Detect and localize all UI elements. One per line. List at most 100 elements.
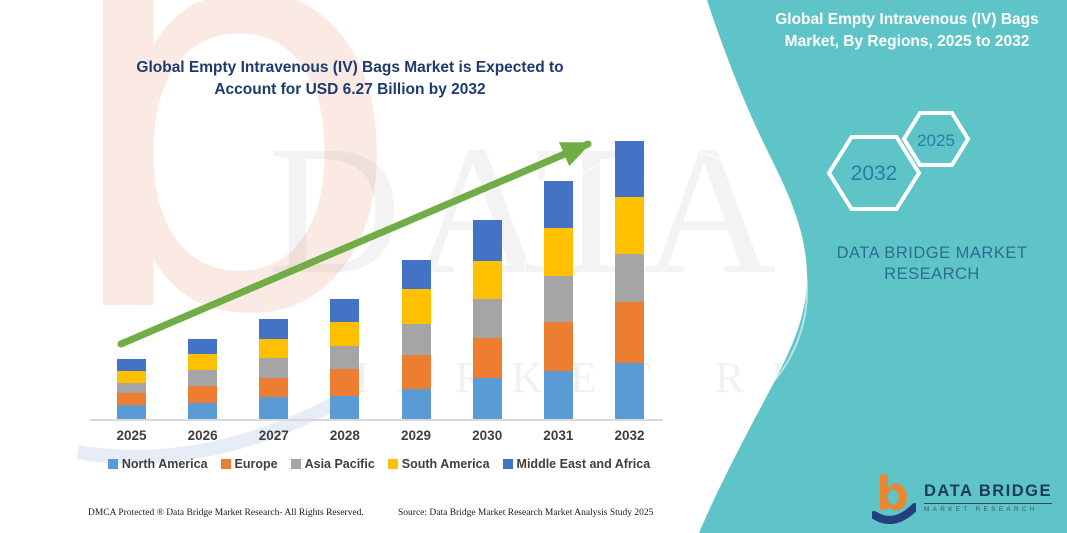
chart-legend: North America Europe Asia Pacific South Ame…	[88, 457, 670, 471]
chart-title-line2: Account for USD 6.27 Billion by 2032	[214, 80, 486, 98]
legend-swatch-europe	[220, 459, 231, 469]
bar-2029-segment-north-america	[401, 388, 431, 419]
bar-2025-segment-europe	[117, 392, 146, 405]
panel-brand-text: DATA BRIDGE MARKET RESEARCH	[812, 243, 1052, 286]
x-axis-label-2031: 2031	[543, 428, 574, 443]
x-axis-line	[90, 419, 663, 421]
x-axis-label-2027: 2027	[258, 428, 289, 443]
legend-item-middle-east-and-africa: Middle East and Africa	[502, 457, 650, 471]
legend-swatch-middle-east-and-africa	[502, 459, 513, 469]
bar-2029	[401, 260, 431, 419]
dbmr-b-icon: b	[870, 467, 919, 524]
bar-2032-segment-asia-pacific	[614, 253, 644, 303]
panel-brand-line1: DATA BRIDGE MARKET	[836, 244, 1028, 262]
legend-label-asia-pacific: Asia Pacific	[304, 457, 375, 471]
bar-2027	[259, 318, 289, 419]
decorative-circle-outline	[522, 147, 808, 433]
x-axis-label-2030: 2030	[472, 428, 503, 443]
bar-2029-segment-asia-pacific	[401, 323, 431, 355]
bar-2029-segment-middle-east-and-africa	[401, 260, 431, 289]
bar-2025-segment-south-america	[117, 370, 146, 383]
panel-title: Global Empty Intravenous (IV) Bags Marke…	[752, 9, 1062, 54]
bar-2028-segment-middle-east-and-africa	[330, 298, 360, 323]
legend-item-europe: Europe	[220, 457, 278, 471]
bar-2030-segment-europe	[472, 337, 502, 378]
bar-2028-segment-europe	[330, 368, 360, 396]
bar-2026-segment-europe	[188, 385, 218, 403]
bar-2032	[614, 141, 644, 419]
bar-2027-segment-asia-pacific	[259, 358, 289, 378]
dbmr-logo-mark: b	[870, 467, 919, 524]
bar-2030-segment-asia-pacific	[472, 298, 502, 338]
bar-2027-segment-north-america	[259, 397, 289, 419]
legend-item-asia-pacific: Asia Pacific	[290, 457, 375, 471]
hexagon-2032-label: 2032	[851, 162, 898, 185]
bar-2031-segment-south-america	[543, 228, 573, 276]
dbmr-logo-subtitle: MARKET RESEARCH	[924, 505, 1038, 513]
bar-2026-segment-south-america	[188, 354, 218, 370]
bar-2032-segment-europe	[614, 302, 644, 364]
x-axis-label-2026: 2026	[187, 428, 218, 443]
legend-label-south-america: South America	[401, 457, 490, 471]
hexagon-2025-label: 2025	[917, 131, 955, 150]
source-text: Source: Data Bridge Market Research Mark…	[398, 508, 654, 518]
panel-title-line1: Global Empty Intravenous (IV) Bags	[775, 11, 1039, 28]
hexagon-2025	[901, 111, 971, 167]
panel-title-line2: Market, By Regions, 2025 to 2032	[784, 33, 1030, 51]
x-axis-label-2029: 2029	[401, 428, 432, 443]
bar-2032-segment-south-america	[614, 196, 644, 254]
bar-2031-segment-middle-east-and-africa	[543, 180, 573, 229]
dmca-copyright-text: DMCA Protected ® Data Bridge Market Rese…	[88, 508, 364, 518]
dbmr-logo-name: DATA BRIDGE	[924, 482, 1053, 504]
bar-2026-segment-north-america	[188, 402, 218, 419]
bar-2027-segment-south-america	[259, 339, 289, 359]
bar-2025	[117, 358, 146, 419]
bar-2026	[188, 338, 218, 419]
bar-2026-segment-asia-pacific	[188, 369, 218, 386]
panel-brand-line2: RESEARCH	[884, 265, 980, 284]
bar-2030	[472, 219, 502, 419]
legend-swatch-asia-pacific	[290, 459, 301, 469]
legend-item-north-america: North America	[107, 457, 208, 471]
bar-2031-segment-north-america	[543, 370, 573, 419]
legend-swatch-north-america	[107, 459, 118, 469]
bar-2032-segment-north-america	[614, 363, 644, 419]
chart-title: Global Empty Intravenous (IV) Bags Marke…	[95, 57, 605, 100]
bar-2027-segment-middle-east-and-africa	[259, 318, 289, 340]
dbmr-logo-text: DATA BRIDGE MARKET RESEARCH	[924, 482, 1053, 513]
x-axis-label-2032: 2032	[614, 428, 645, 443]
x-axis-label-2025: 2025	[116, 428, 147, 443]
bar-2029-segment-south-america	[401, 288, 431, 324]
legend-label-north-america: North America	[121, 457, 208, 471]
legend-swatch-south-america	[387, 459, 398, 469]
bar-2031-segment-asia-pacific	[543, 275, 573, 323]
bar-2031-segment-europe	[543, 322, 573, 371]
bar-2028	[330, 298, 360, 419]
bar-2025-segment-asia-pacific	[117, 382, 146, 393]
legend-item-south-america: South America	[387, 457, 490, 471]
bar-2025-segment-middle-east-and-africa	[117, 358, 146, 371]
bar-2032-segment-middle-east-and-africa	[614, 141, 644, 197]
dbmr-logo: b DATA BRIDGE MARKET RESEARCH	[870, 467, 1053, 524]
bar-2026-segment-middle-east-and-africa	[188, 338, 218, 355]
legend-label-europe: Europe	[234, 457, 278, 471]
x-axis-label-2028: 2028	[329, 428, 360, 443]
chart-title-line1: Global Empty Intravenous (IV) Bags Marke…	[136, 59, 564, 76]
bar-2028-segment-asia-pacific	[330, 346, 360, 369]
bar-2025-segment-north-america	[117, 404, 146, 419]
bar-2027-segment-europe	[259, 377, 289, 398]
bar-2029-segment-europe	[401, 354, 431, 389]
bar-2030-segment-middle-east-and-africa	[472, 219, 502, 261]
hexagon-2032	[826, 135, 922, 211]
bar-2031	[543, 180, 573, 419]
bar-2030-segment-south-america	[472, 260, 502, 299]
bar-2028-segment-south-america	[330, 322, 360, 347]
bar-2028-segment-north-america	[330, 395, 360, 419]
bar-2030-segment-north-america	[472, 377, 502, 419]
